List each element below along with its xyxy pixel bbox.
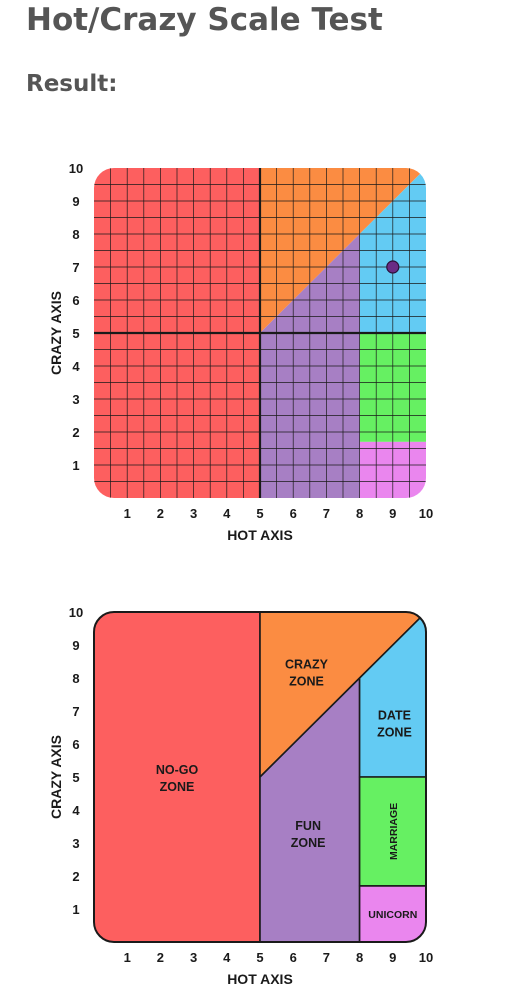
x-tick-label: 8 bbox=[356, 950, 363, 965]
x-tick-label: 1 bbox=[124, 506, 131, 521]
y-tick-label: 3 bbox=[72, 392, 79, 407]
y-axis-title: CRAZY AXIS bbox=[48, 735, 64, 819]
x-tick-label: 10 bbox=[419, 950, 433, 965]
y-tick-label: 6 bbox=[72, 293, 79, 308]
y-tick-label: 10 bbox=[69, 161, 83, 176]
zone-label-crazy: CRAZY bbox=[285, 657, 329, 671]
y-axis-title: CRAZY AXIS bbox=[48, 291, 64, 375]
x-tick-label: 6 bbox=[290, 506, 297, 521]
x-tick-label: 5 bbox=[256, 950, 263, 965]
x-tick-label: 9 bbox=[389, 950, 396, 965]
x-tick-label: 2 bbox=[157, 950, 164, 965]
x-tick-label: 8 bbox=[356, 506, 363, 521]
y-tick-label: 4 bbox=[72, 803, 80, 818]
zone-unicorn bbox=[358, 885, 426, 942]
x-tick-label: 9 bbox=[389, 506, 396, 521]
zone-border bbox=[93, 611, 427, 943]
y-tick-label: 1 bbox=[72, 458, 79, 473]
hot-crazy-result-chart: 1 2 3 4 5 6 7 8 9 10 1 2 3 4 5 6 7 8 9 10 HOT AXIS CRAZY AXIS bbox=[48, 161, 433, 543]
y-tick-label: 9 bbox=[72, 638, 79, 653]
x-axis-title: HOT AXIS bbox=[227, 527, 293, 543]
y-tick-label: 7 bbox=[72, 260, 79, 275]
y-tick-label: 3 bbox=[72, 836, 79, 851]
zone-label-no-go: ZONE bbox=[160, 780, 195, 794]
zone-label-unicorn: UNICORN bbox=[368, 909, 417, 921]
x-tick-label: 10 bbox=[419, 506, 433, 521]
x-tick-label: 3 bbox=[190, 950, 197, 965]
x-tick-label: 3 bbox=[190, 506, 197, 521]
zone-no-go bbox=[94, 612, 261, 942]
y-tick-label: 1 bbox=[72, 902, 79, 917]
result-point bbox=[386, 260, 400, 274]
x-tick-label: 6 bbox=[290, 950, 297, 965]
zone-area bbox=[94, 612, 426, 942]
page-title: Hot/Crazy Scale Test bbox=[26, 2, 383, 38]
x-tick-label: 4 bbox=[223, 950, 231, 965]
x-tick-label: 4 bbox=[223, 506, 231, 521]
hot-crazy-zone-legend-chart: NO-GO ZONE CRAZY ZONE FUN ZONE DATE ZONE MARRIAG… bbox=[48, 605, 433, 987]
y-tick-label: 9 bbox=[72, 194, 79, 209]
y-tick-label: 8 bbox=[72, 671, 79, 686]
x-tick-label: 2 bbox=[157, 506, 164, 521]
y-tick-label: 6 bbox=[72, 737, 79, 752]
x-axis-title: HOT AXIS bbox=[227, 971, 293, 987]
zone-label-no-go: NO-GO bbox=[156, 763, 199, 777]
y-tick-label: 10 bbox=[69, 605, 83, 620]
zone-label-crazy: ZONE bbox=[289, 674, 324, 688]
zone-label-date: ZONE bbox=[377, 726, 412, 740]
zone-label-fun: ZONE bbox=[291, 836, 326, 850]
result-label: Result: bbox=[26, 71, 118, 97]
y-tick-label: 2 bbox=[72, 869, 79, 884]
plot-area bbox=[94, 168, 426, 498]
y-tick-label: 4 bbox=[72, 359, 80, 374]
y-tick-label: 5 bbox=[72, 326, 79, 341]
y-tick-label: 5 bbox=[72, 770, 79, 785]
y-tick-label: 7 bbox=[72, 704, 79, 719]
zone-label-marriage: MARRIAGE bbox=[388, 803, 400, 860]
zone-label-fun: FUN bbox=[295, 819, 321, 833]
y-tick-label: 2 bbox=[72, 425, 79, 440]
x-tick-label: 5 bbox=[256, 506, 263, 521]
x-tick-label: 7 bbox=[323, 950, 330, 965]
x-tick-label: 1 bbox=[124, 950, 131, 965]
y-tick-label: 8 bbox=[72, 227, 79, 242]
zone-label-date: DATE bbox=[378, 709, 411, 723]
x-tick-label: 7 bbox=[323, 506, 330, 521]
